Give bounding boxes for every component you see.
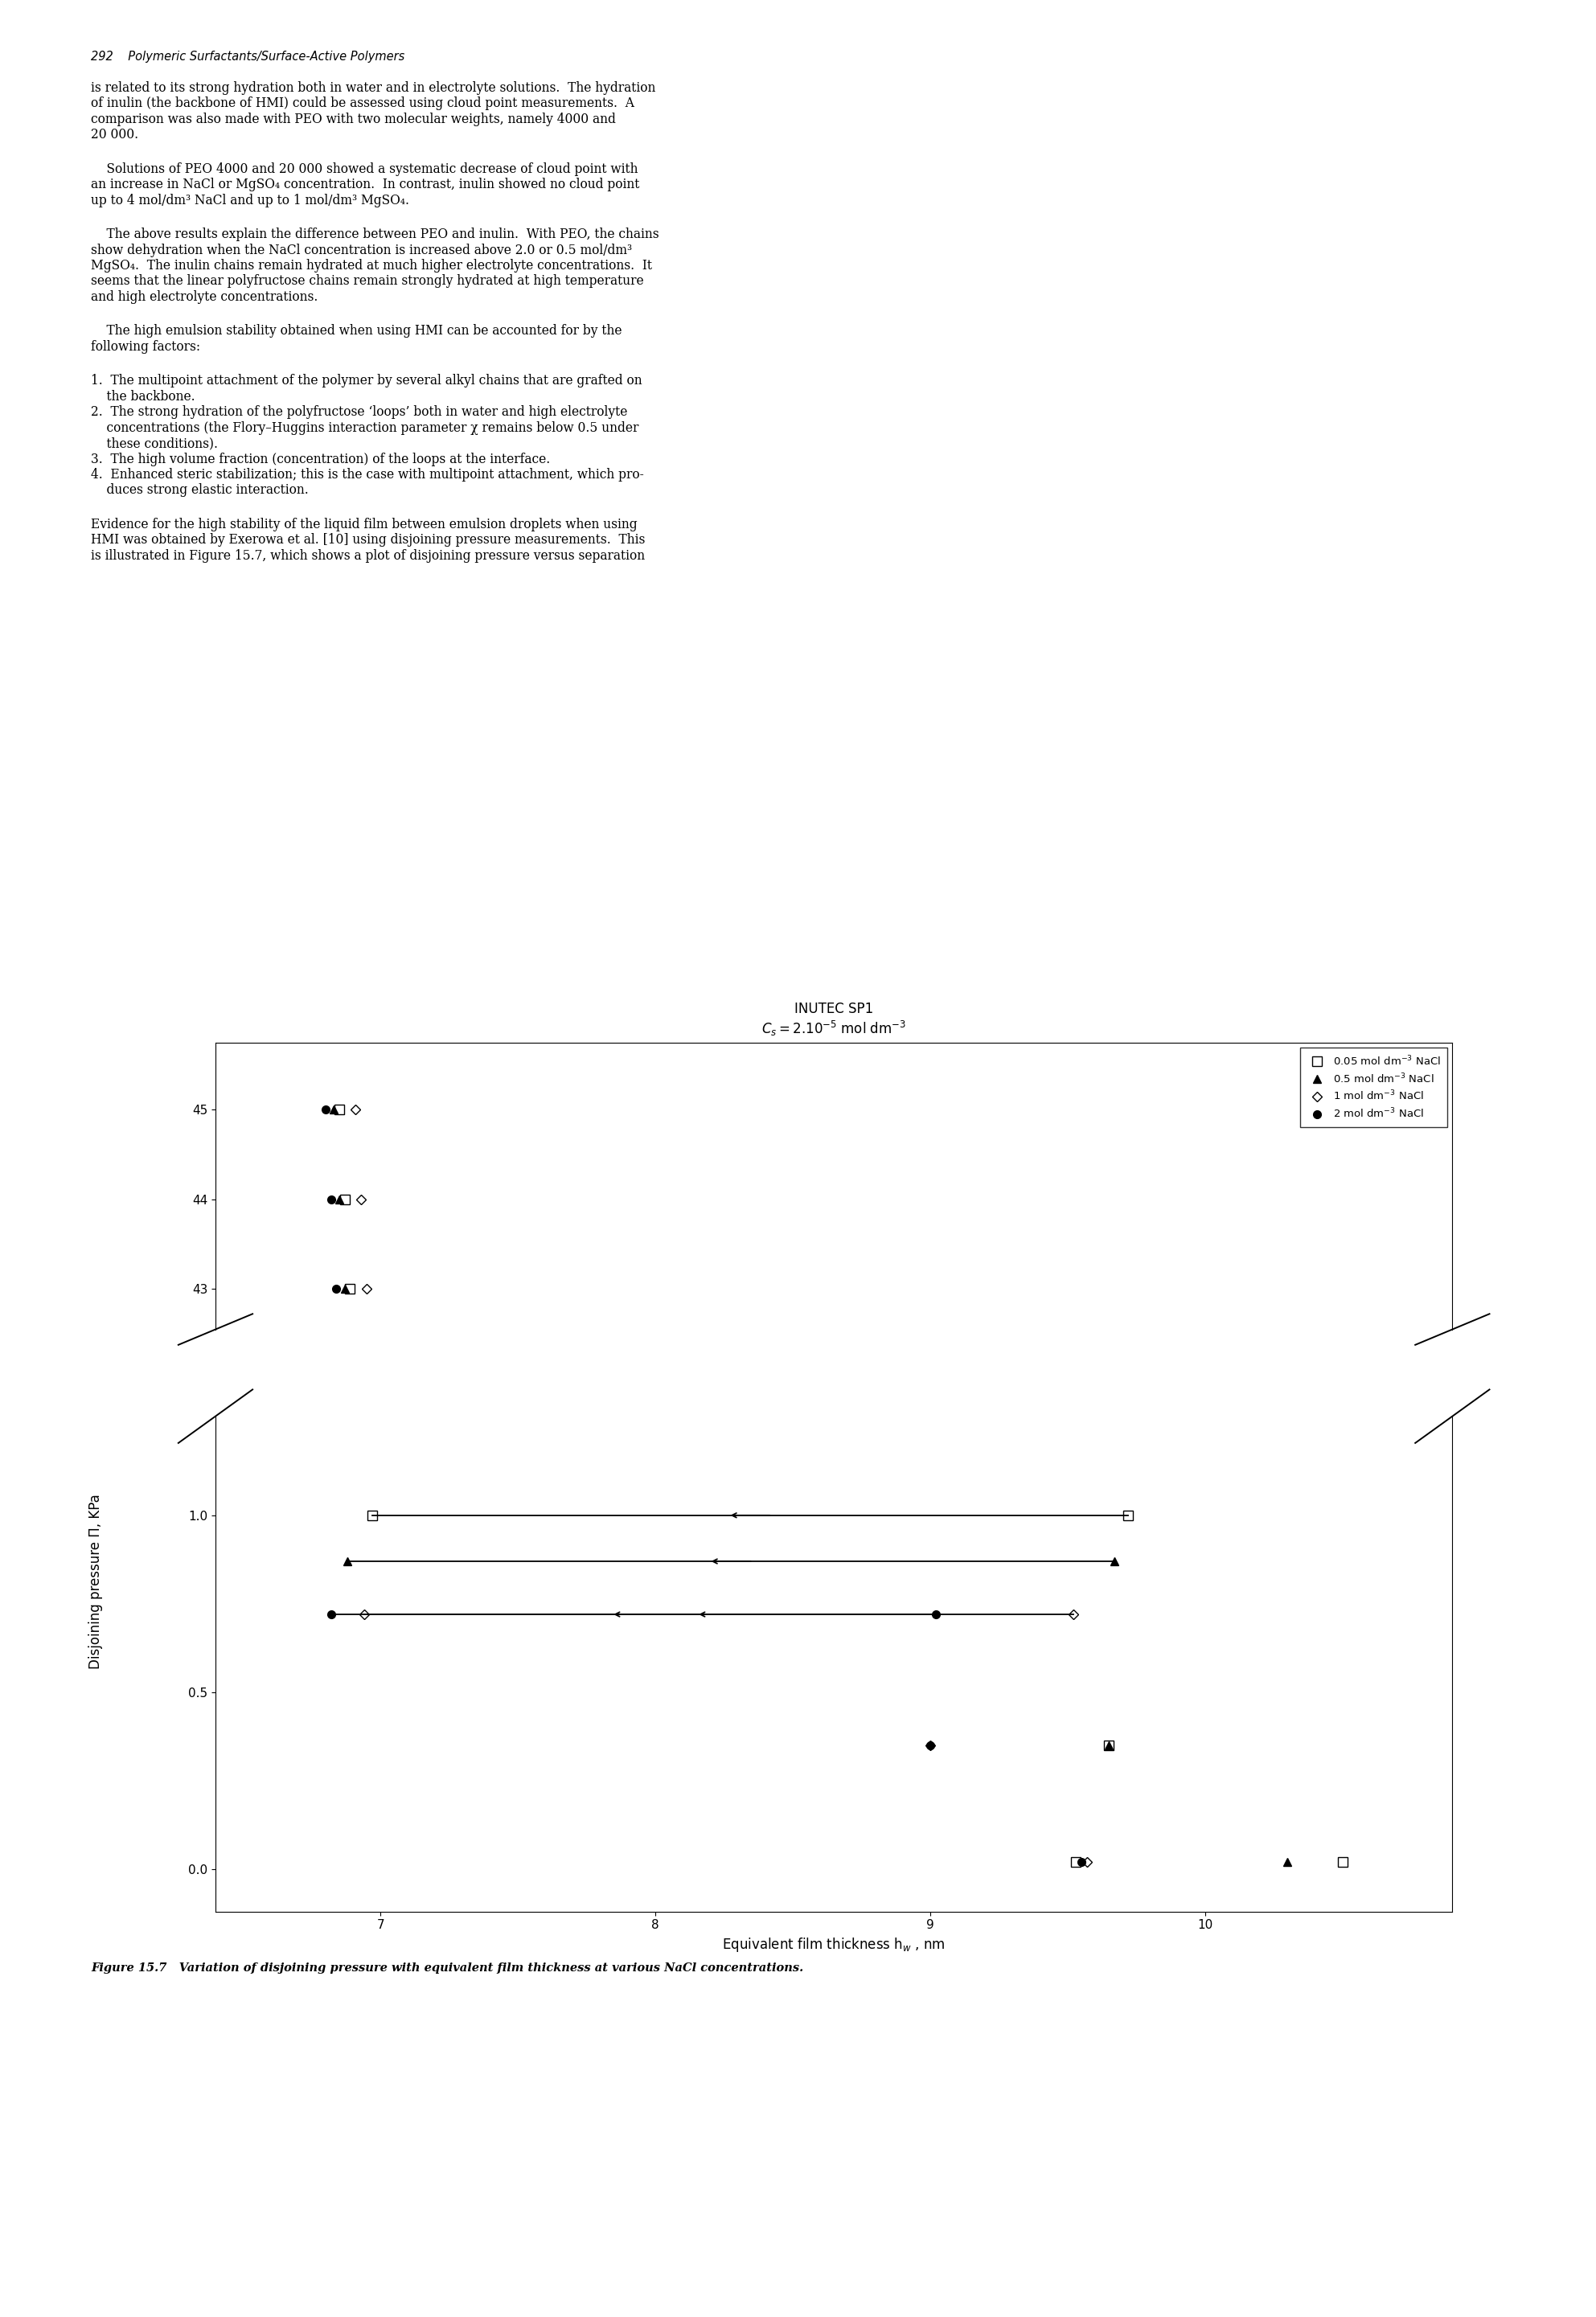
Text: up to 4 mol/dm³ NaCl and up to 1 mol/dm³ MgSO₄.: up to 4 mol/dm³ NaCl and up to 1 mol/dm³… — [91, 192, 409, 206]
Text: following factors:: following factors: — [91, 341, 201, 355]
Text: Figure 15.7   Variation of disjoining pressure with equivalent film thickness at: Figure 15.7 Variation of disjoining pres… — [91, 1962, 803, 1974]
Text: MgSO₄.  The inulin chains remain hydrated at much higher electrolyte concentrati: MgSO₄. The inulin chains remain hydrated… — [91, 260, 653, 273]
Text: of inulin (the backbone of HMI) could be assessed using cloud point measurements: of inulin (the backbone of HMI) could be… — [91, 97, 635, 111]
Text: 4.  Enhanced steric stabilization; this is the case with multipoint attachment, : 4. Enhanced steric stabilization; this i… — [91, 468, 643, 482]
Legend: 0.05 mol dm$^{-3}$ NaCl, 0.5 mol dm$^{-3}$ NaCl, 1 mol dm$^{-3}$ NaCl, 2 mol dm$: 0.05 mol dm$^{-3}$ NaCl, 0.5 mol dm$^{-3… — [1301, 1047, 1448, 1126]
Text: Disjoining pressure Π, KPa: Disjoining pressure Π, KPa — [88, 1494, 104, 1668]
Text: 3.  The high volume fraction (concentration) of the loops at the interface.: 3. The high volume fraction (concentrati… — [91, 452, 551, 466]
Text: The high emulsion stability obtained when using HMI can be accounted for by the: The high emulsion stability obtained whe… — [91, 324, 622, 338]
Text: show dehydration when the NaCl concentration is increased above 2.0 or 0.5 mol/d: show dehydration when the NaCl concentra… — [91, 243, 632, 257]
Text: an increase in NaCl or MgSO₄ concentration.  In contrast, inulin showed no cloud: an increase in NaCl or MgSO₄ concentrati… — [91, 178, 640, 192]
Text: concentrations (the Flory–Huggins interaction parameter χ remains below 0.5 unde: concentrations (the Flory–Huggins intera… — [91, 422, 638, 436]
X-axis label: Equivalent film thickness h$_w$ , nm: Equivalent film thickness h$_w$ , nm — [723, 1937, 945, 1953]
Text: 292    Polymeric Surfactants/Surface-Active Polymers: 292 Polymeric Surfactants/Surface-Active… — [91, 51, 405, 63]
Text: the backbone.: the backbone. — [91, 389, 195, 403]
Text: 1.  The multipoint attachment of the polymer by several alkyl chains that are gr: 1. The multipoint attachment of the poly… — [91, 373, 642, 387]
Text: and high electrolyte concentrations.: and high electrolyte concentrations. — [91, 290, 318, 304]
Title: INUTEC SP1
$C_s = 2.10^{-5}$ mol dm$^{-3}$: INUTEC SP1 $C_s = 2.10^{-5}$ mol dm$^{-3… — [761, 1001, 907, 1038]
Text: The above results explain the difference between PEO and inulin.  With PEO, the : The above results explain the difference… — [91, 227, 659, 241]
Text: comparison was also made with PEO with two molecular weights, namely 4000 and: comparison was also made with PEO with t… — [91, 111, 616, 125]
Text: Evidence for the high stability of the liquid film between emulsion droplets whe: Evidence for the high stability of the l… — [91, 517, 637, 531]
Text: 2.  The strong hydration of the polyfructose ‘loops’ both in water and high elec: 2. The strong hydration of the polyfruct… — [91, 405, 627, 419]
Text: 20 000.: 20 000. — [91, 127, 139, 141]
Text: these conditions).: these conditions). — [91, 436, 219, 449]
Text: Solutions of PEO 4000 and 20 000 showed a systematic decrease of cloud point wit: Solutions of PEO 4000 and 20 000 showed … — [91, 162, 638, 176]
Text: duces strong elastic interaction.: duces strong elastic interaction. — [91, 484, 308, 498]
Text: seems that the linear polyfructose chains remain strongly hydrated at high tempe: seems that the linear polyfructose chain… — [91, 273, 643, 287]
Text: HMI was obtained by Exerowa et al. [10] using disjoining pressure measurements. : HMI was obtained by Exerowa et al. [10] … — [91, 533, 645, 547]
Text: is related to its strong hydration both in water and in electrolyte solutions.  : is related to its strong hydration both … — [91, 81, 656, 95]
Text: is illustrated in Figure 15.7, which shows a plot of disjoining pressure versus : is illustrated in Figure 15.7, which sho… — [91, 549, 645, 563]
